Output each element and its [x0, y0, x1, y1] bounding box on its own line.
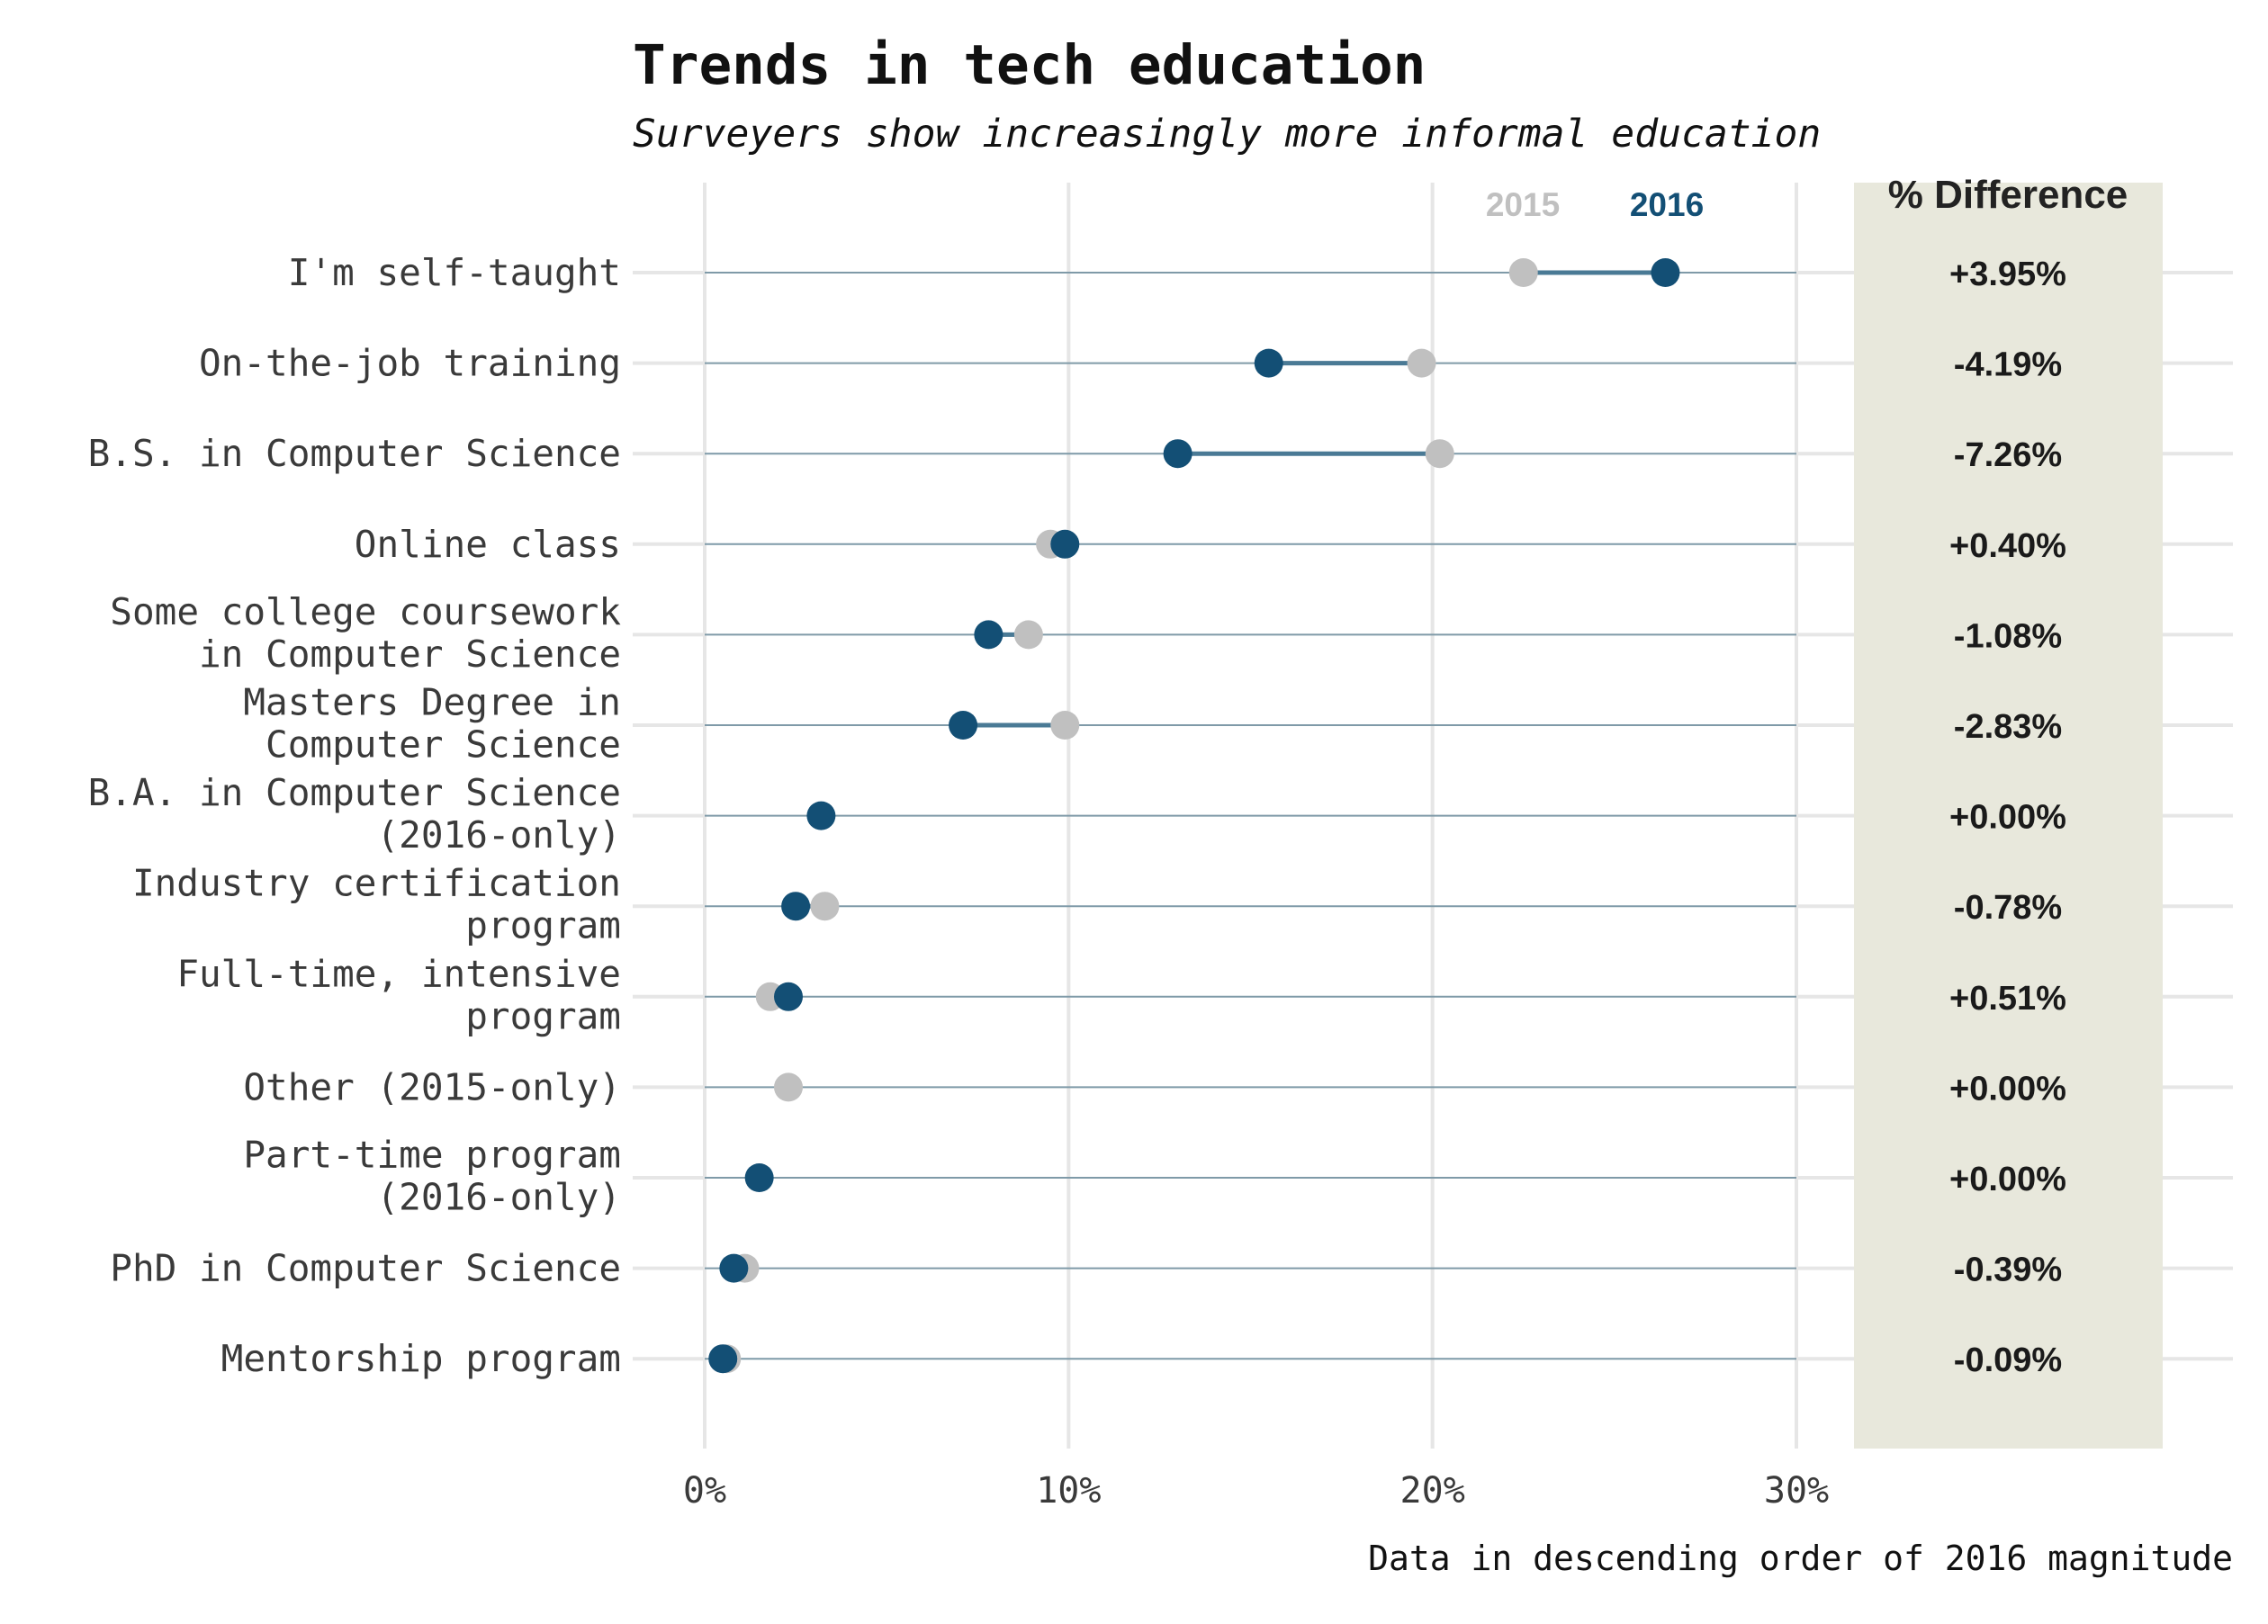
- difference-value: -0.78%: [1954, 889, 2062, 927]
- category-label: I'm self-taught: [288, 251, 621, 294]
- point-2015: [773, 1072, 803, 1102]
- point-2016: [708, 1344, 738, 1374]
- point-2016: [1254, 348, 1283, 378]
- category-label: Mentorship program: [221, 1337, 621, 1380]
- point-2016: [1651, 258, 1680, 287]
- difference-value: +3.95%: [1949, 256, 2066, 293]
- difference-value: +0.40%: [1949, 527, 2066, 565]
- difference-value: -0.09%: [1954, 1341, 2062, 1379]
- category-label: B.S. in Computer Science: [88, 432, 621, 475]
- point-2015: [1508, 258, 1538, 287]
- legend-label-2015: 2015: [1486, 186, 1560, 223]
- category-label: Online class: [355, 523, 621, 566]
- difference-value: -7.26%: [1954, 436, 2062, 474]
- point-2016: [719, 1253, 749, 1283]
- category-label: On-the-job training: [199, 342, 621, 385]
- point-2015: [1425, 439, 1454, 469]
- chart-subtitle: Surveyers show increasingly more informa…: [633, 112, 1821, 157]
- point-2015: [1013, 620, 1043, 650]
- point-2015: [810, 892, 840, 921]
- point-2016: [806, 801, 836, 830]
- point-2016: [744, 1163, 774, 1192]
- point-2016: [1050, 529, 1080, 559]
- category-label: Computer Science: [266, 723, 621, 767]
- difference-value: +0.00%: [1949, 1070, 2066, 1108]
- point-2016: [974, 620, 1004, 650]
- difference-value: +0.51%: [1949, 980, 2066, 1018]
- category-label: Masters Degree in: [243, 681, 621, 724]
- x-tick-label: 30%: [1764, 1470, 1829, 1512]
- difference-value: -0.39%: [1954, 1252, 2062, 1289]
- x-tick-label: 0%: [683, 1470, 726, 1512]
- category-label: Part-time program: [243, 1134, 621, 1177]
- point-2016: [773, 982, 803, 1011]
- difference-value: +0.00%: [1949, 1161, 2066, 1198]
- point-2016: [949, 711, 978, 740]
- category-label: Some college coursework: [110, 590, 621, 633]
- category-label: Other (2015-only): [243, 1065, 621, 1108]
- category-label: program: [465, 904, 621, 947]
- chart-title: Trends in tech education: [633, 33, 1426, 97]
- point-2016: [1163, 439, 1192, 469]
- point-2015: [1050, 711, 1080, 740]
- difference-panel: [1854, 183, 2163, 1449]
- point-2015: [1407, 348, 1436, 378]
- category-label: program: [465, 994, 621, 1037]
- chart-caption: Data in descending order of 2016 magnitu…: [1368, 1539, 2233, 1578]
- difference-value: -2.83%: [1954, 708, 2062, 746]
- legend-label-2016: 2016: [1630, 186, 1704, 223]
- category-label: B.A. in Computer Science: [88, 771, 621, 814]
- difference-value: +0.00%: [1949, 799, 2066, 837]
- x-tick-label: 20%: [1400, 1470, 1465, 1512]
- x-tick-label: 10%: [1036, 1470, 1101, 1512]
- difference-value: -4.19%: [1954, 346, 2062, 384]
- category-label: (2016-only): [376, 1176, 621, 1219]
- category-label: Industry certification: [132, 862, 621, 905]
- difference-value: -1.08%: [1954, 617, 2062, 655]
- difference-header: % Difference: [1888, 173, 2128, 217]
- point-2016: [781, 892, 811, 921]
- category-label: Full-time, intensive: [176, 952, 621, 995]
- category-label: (2016-only): [376, 813, 621, 857]
- category-label: in Computer Science: [199, 633, 621, 676]
- category-label: PhD in Computer Science: [110, 1247, 621, 1290]
